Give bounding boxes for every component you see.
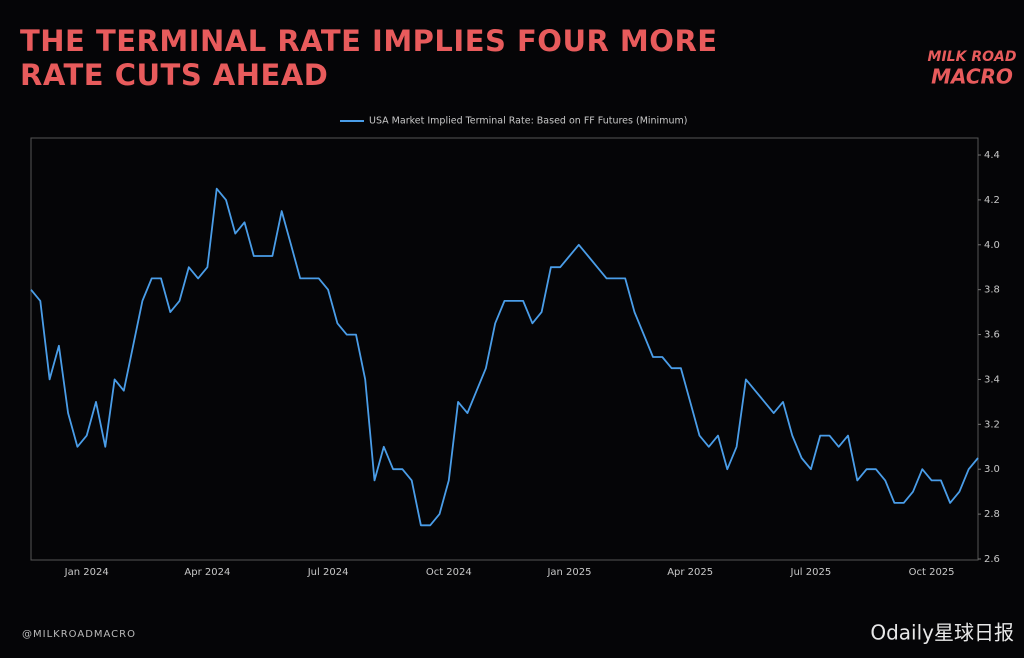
y-tick-label: 2.8 <box>984 509 1000 520</box>
plot-frame <box>30 137 979 561</box>
logo-bottom: MACRO <box>931 65 1013 89</box>
x-tick-label: Jan 2025 <box>546 567 591 578</box>
x-tick-label: Jul 2025 <box>790 567 832 578</box>
x-tick-label: Oct 2025 <box>909 567 955 578</box>
y-tick-label: 2.6 <box>984 554 1000 565</box>
watermark: Odaily星球日报 <box>870 621 1014 645</box>
chart-title: THE TERMINAL RATE IMPLIES FOUR MORE RATE… <box>20 24 718 92</box>
x-tick-label: Apr 2024 <box>184 567 230 578</box>
footer: @MILKROADMACRO <box>22 629 136 640</box>
x-tick-label: Jul 2024 <box>307 567 349 578</box>
y-tick-label: 4.4 <box>984 150 1000 161</box>
y-tick-label: 3.8 <box>984 285 1000 296</box>
series-line <box>30 187 979 527</box>
logo-top: MILK ROAD <box>928 49 1017 65</box>
x-tick-label: Oct 2024 <box>426 567 472 578</box>
y-tick-label: 3.6 <box>984 330 1000 341</box>
y-tick-label: 4.0 <box>984 240 1000 251</box>
legend-label: USA Market Implied Terminal Rate: Based … <box>369 116 687 127</box>
y-tick-label: 3.2 <box>984 419 1000 430</box>
y-tick-label: 3.4 <box>984 374 1000 385</box>
x-tick-label: Apr 2025 <box>667 567 713 578</box>
y-tick-label: 3.0 <box>984 464 1000 475</box>
y-tick-label: 4.2 <box>984 195 1000 206</box>
x-tick-label: Jan 2024 <box>64 567 109 578</box>
